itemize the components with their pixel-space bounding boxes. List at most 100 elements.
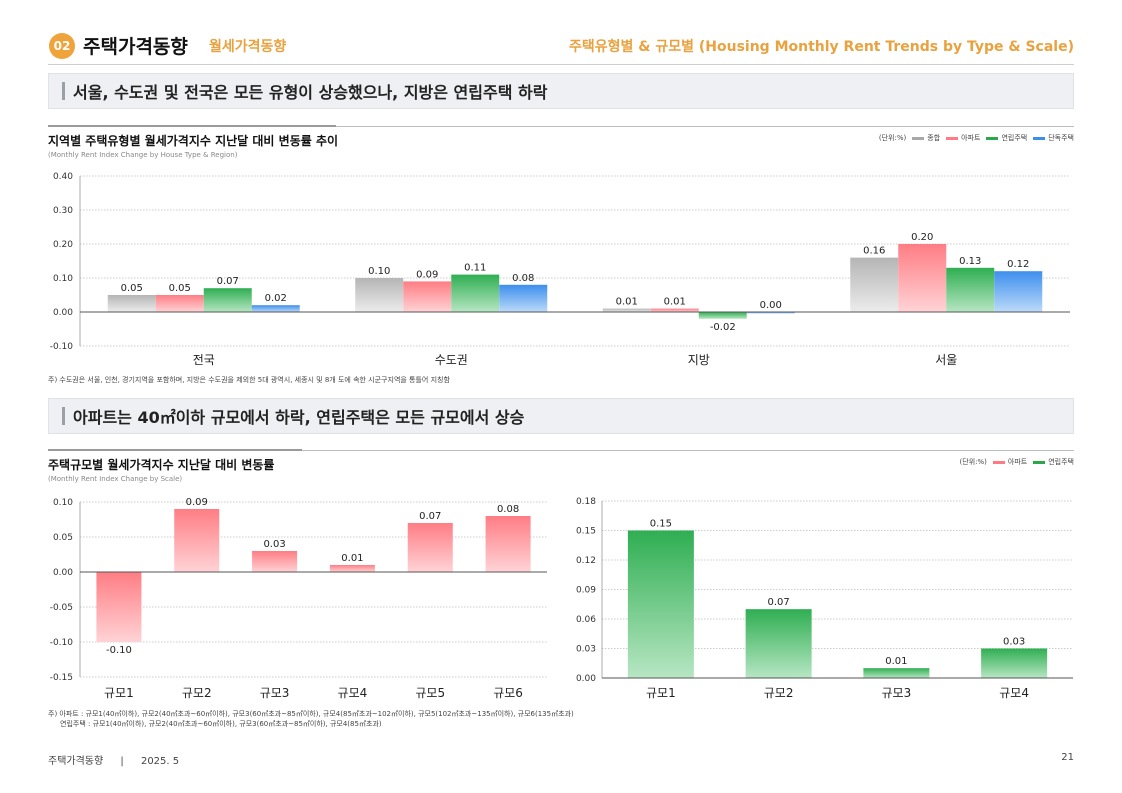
bar-아파트-규모4 [329,565,375,572]
y-tick-label: 0.00 [53,568,73,578]
bar-단독주택-서울 [994,271,1043,312]
chart2-title: 주택규모별 월세가격지수 지난달 대비 변동률 [48,458,275,472]
y-tick-label: 0.10 [53,274,73,284]
banner-accent-bar [62,407,65,425]
data-label: 0.10 [368,266,390,277]
data-label: 0.08 [512,273,534,284]
x-category-label: 서울 [935,353,957,367]
legend-swatch [946,136,959,140]
bar-아파트-지방 [650,308,699,312]
bar-아파트-규모1 [96,572,142,642]
legend-swatch [912,136,925,140]
bar-연립주택-규모2 [745,609,812,678]
x-category-label: 지방 [688,353,710,367]
legend-swatch [992,460,1005,464]
y-tick-label: -0.10 [50,638,74,648]
summary-banner-1: 서울, 수도권 및 전국은 모든 유형이 상승했으나, 지방은 연립주택 하락 [48,73,1074,109]
bar-단독주택-수도권 [499,284,548,312]
y-tick-label: -0.05 [50,603,73,613]
data-label: 0.08 [497,504,519,515]
bar-연립주택-지방 [698,312,747,319]
bar-종합-지방 [602,308,651,312]
footer-publication: 주택가격동향 | 2025. 5 [48,752,179,767]
data-label: 0.11 [464,263,486,274]
data-label: 0.16 [863,246,885,257]
page-number: 21 [1061,752,1074,763]
bar-아파트-규모5 [407,523,453,572]
legend-label: 연립주택 [1001,134,1028,142]
y-tick-label: 0.05 [53,533,73,543]
y-tick-label: 0.00 [576,674,596,684]
footer-title: 주택가격동향 [48,756,104,767]
data-label: 0.00 [760,300,782,311]
bar-아파트-전국 [155,295,204,312]
chart2-footnote-row-house: 연립주택 : 규모1(40㎡이하), 규모2(40㎡초과~60㎡이하), 규모3… [60,720,382,728]
bar-아파트-규모2 [174,509,220,572]
legend-item-apartment: 아파트 [946,133,980,143]
y-tick-label: -0.10 [50,342,74,352]
y-tick-label: 0.30 [53,206,73,216]
x-category-label: 수도권 [435,353,468,367]
data-label: 0.07 [419,511,441,522]
legend-label: 종합 [927,134,941,142]
bar-연립주택-규모4 [981,648,1048,678]
data-label: 0.01 [341,553,363,564]
chart-title-rule-thin [302,450,1074,451]
bar-연립주택-규모3 [863,668,930,678]
data-label: 0.20 [911,232,933,243]
data-label: 0.05 [169,283,191,294]
x-category-label: 규모3 [882,686,912,700]
y-tick-label: 0.03 [576,645,596,655]
y-tick-label: 0.12 [576,556,596,566]
bar-종합-전국 [107,295,156,312]
bar-아파트-규모3 [252,551,298,572]
y-tick-label: 0.10 [53,498,73,508]
chart1-title: 지역별 주택유형별 월세가격지수 지난달 대비 변동률 추이 [48,134,339,148]
y-tick-label: -0.15 [50,673,73,683]
footer-separator: | [120,756,124,767]
bar-연립주택-수도권 [451,274,500,312]
chart-title-rule [48,125,336,127]
banner-text: 서울, 수도권 및 전국은 모든 유형이 상승했으나, 지방은 연립주택 하락 [73,83,548,102]
chart1-footnote: 주) 수도권은 서울, 인천, 경기지역을 포함하며, 지방은 수도권을 제외한… [48,376,450,384]
bar-단독주택-지방 [746,312,795,314]
legend-item-row-house: 연립주택 [986,133,1027,143]
legend-label: 아파트 [1007,458,1028,466]
bar-아파트-서울 [898,244,947,312]
banner-accent-bar [62,82,65,100]
data-label: -0.02 [710,322,736,333]
chart2-legend: (단위:%) 아파트 연립주택 [960,457,1074,467]
legend-unit: (단위:%) [878,134,907,142]
data-label: 0.07 [767,597,789,608]
data-label: 0.07 [217,276,239,287]
bar-연립주택-서울 [946,267,995,312]
chart3-row-house-scale-bar-chart: 0.18 0.15 0.12 0.09 0.06 0.03 0.00 0.15 규모1 0.07 규… [576,497,1073,700]
chart2-apartment-scale-bar-chart: 0.10 0.05 0.00 -0.05 -0.10 -0.15 -0.10 규모1 0.09 규… [50,497,547,700]
legend-item-total: 종합 [912,133,940,143]
y-tick-label: 0.09 [576,586,596,596]
bar-아파트-수도권 [403,281,452,312]
legend-item-row-house: 연립주택 [1033,457,1074,467]
data-label: 0.12 [1007,259,1029,270]
data-label: 0.01 [885,656,907,667]
data-label: 0.13 [959,256,981,267]
bar-연립주택-전국 [203,288,252,312]
x-category-label: 규모2 [764,686,794,700]
x-category-label: 규모4 [338,686,368,700]
y-tick-label: 0.40 [53,172,73,182]
y-tick-label: 0.20 [53,240,73,250]
data-label: 0.05 [121,283,143,294]
data-label: 0.01 [616,297,638,308]
legend-unit: (단위:%) [959,458,987,466]
data-label: 0.15 [650,519,672,530]
section-subtitle: 월세가격동향 [209,39,287,55]
section-title: 주택가격동향 [83,36,188,58]
chart2-footnote-apartment: 주) 아파트 : 규모1(40㎡이하), 규모2(40㎡초과~60㎡이하), 규… [48,710,574,718]
y-tick-label: 0.00 [53,308,73,318]
x-category-label: 규모3 [260,686,290,700]
chart1-region-type-bar-chart: 0.40 0.30 0.20 0.10 0.00 -0.10 0.05 0.05 0.07 0.0… [50,172,1070,367]
legend-item-detached-house: 단독주택 [1033,133,1074,143]
legend-label: 연립주택 [1048,458,1074,466]
x-category-label: 규모1 [646,686,676,700]
chart-title-rule-thin [336,126,1074,127]
